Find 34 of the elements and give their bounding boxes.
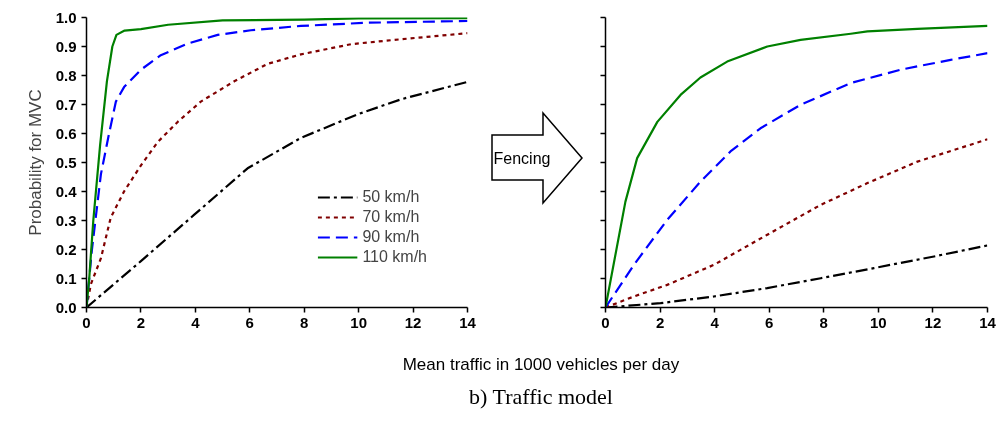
y-tick-label: 0.7 [55,95,77,113]
x-tick-label: 12 [924,313,942,331]
x-tick-label: 14 [459,313,477,331]
y-tick-label: 0.2 [55,240,77,258]
legend-label: 110 km/h [362,247,427,267]
y-tick-label: 0.8 [55,66,77,84]
x-tick-label: 2 [136,313,146,331]
y-tick-label: 0.3 [55,211,77,229]
y-axis-title: Probability for MVC [25,89,45,236]
x-tick-label: 10 [870,313,887,331]
legend-label: 90 km/h [362,227,420,247]
y-tick-label: 0.4 [55,182,78,200]
x-tick-label: 6 [245,313,254,331]
y-tick-label: 0.1 [55,269,77,287]
legend-label: 50 km/h [362,187,420,207]
x-tick-label: 12 [404,313,422,331]
y-tick-label: 0.0 [55,298,77,316]
y-tick-label: 0.9 [55,37,77,55]
x-tick-label: 0 [82,313,91,331]
x-tick-label: 4 [191,313,201,331]
x-tick-label: 4 [710,313,720,331]
x-tick-label: 10 [350,313,367,331]
y-tick-label: 0.5 [55,153,77,171]
x-tick-label: 2 [655,313,665,331]
x-tick-label: 14 [979,313,997,331]
y-tick-label: 1.0 [55,8,77,26]
text: b) Traffic model [469,383,613,411]
legend-label: 70 km/h [362,207,420,227]
x-tick-label: 6 [765,313,774,331]
x-tick-label: 8 [300,313,309,331]
x-tick-label: 0 [601,313,610,331]
x-axis-title: Mean traffic in 1000 vehicles per day [402,354,680,376]
x-tick-label: 8 [819,313,828,331]
y-tick-label: 0.6 [55,124,77,142]
